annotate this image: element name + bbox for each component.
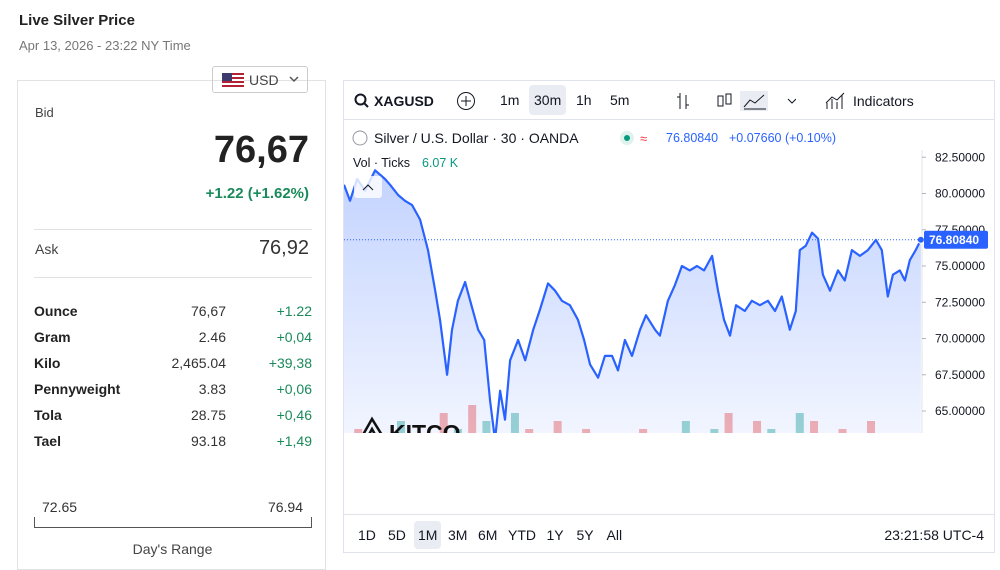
- unit-row: Gram 2.46 +0,04: [34, 329, 312, 347]
- y-tick-label: 82.50000: [935, 150, 985, 164]
- unit-row: Pennyweight 3.83 +0,06: [34, 381, 312, 399]
- chevron: [289, 76, 299, 83]
- divider: [34, 229, 312, 230]
- unit-name: Gram: [34, 329, 71, 345]
- unit-price: 3.83: [198, 381, 226, 397]
- chart-type-buttons[interactable]: [676, 91, 796, 111]
- unit-name: Tola: [34, 407, 62, 423]
- clock: 23:21:58 UTC-4: [884, 527, 984, 543]
- y-tick-label: 70.00000: [935, 332, 985, 346]
- divider: [34, 277, 312, 278]
- legend-last: 76.80840: [666, 131, 718, 145]
- price-panel: Bid 76,67 +1.22 (+1.62%) Ask 76,92 Ounce…: [17, 80, 326, 570]
- range-bar: [34, 517, 312, 528]
- indicators-button[interactable]: Indicators: [853, 93, 914, 109]
- symbol[interactable]: XAGUSD: [374, 93, 434, 109]
- range-button[interactable]: 5Y: [576, 527, 594, 543]
- unit-price: 2.46: [198, 329, 226, 345]
- bid-change: +1.22 (+1.62%): [205, 185, 309, 202]
- kitco-logo: [362, 416, 383, 433]
- range-button[interactable]: YTD: [508, 527, 536, 543]
- bid-label: Bid: [35, 105, 54, 120]
- unit-change: +0,04: [276, 329, 312, 345]
- currency: USD: [249, 72, 279, 88]
- interval-button[interactable]: 30m: [529, 85, 567, 115]
- search-icon: [354, 93, 369, 108]
- compare-button[interactable]: [456, 91, 476, 111]
- unit-price: 2,465.04: [171, 355, 227, 371]
- indicators-icon: [825, 92, 845, 109]
- vol-value: 6.07 K: [422, 156, 459, 170]
- ask-label: Ask: [35, 241, 59, 257]
- collapse-button[interactable]: [354, 176, 382, 198]
- approx-icon: ≈: [640, 131, 647, 146]
- unit-change: +0,46: [276, 407, 312, 423]
- page-title: Live Silver Price: [19, 12, 135, 29]
- flag: [222, 73, 244, 87]
- interval-button[interactable]: 1m: [500, 92, 520, 108]
- range-button[interactable]: 5D: [388, 527, 406, 543]
- y-tick-label: 65.00000: [935, 404, 985, 418]
- ask-price: 76,92: [258, 237, 309, 259]
- unit-name: Tael: [34, 433, 61, 449]
- price-line: [344, 169, 922, 433]
- unit-change: +1.22: [276, 303, 312, 319]
- range-low: 72.65: [42, 499, 78, 515]
- interval-button[interactable]: 5m: [610, 92, 630, 108]
- y-tick-label: 75.00000: [935, 259, 985, 273]
- chart: 62.5000065.0000067.5000070.0000072.50000…: [344, 130, 988, 433]
- vol-label: Vol · Ticks: [353, 156, 410, 170]
- symbol-icon: [352, 130, 368, 146]
- unit-change: +0,06: [276, 381, 312, 397]
- collapse-icon: [362, 184, 374, 191]
- timestamp: Apr 13, 2026 - 23:22 NY Time: [19, 38, 191, 53]
- range-button[interactable]: 1M: [414, 521, 442, 549]
- range-label: Day's Range: [132, 541, 213, 557]
- unit-name: Kilo: [34, 355, 61, 371]
- unit-price: 93.18: [190, 433, 226, 449]
- chart-widget: XAGUSD 1m 30m 1h 5m Indicators 1D 5D 1M 3M 6M YT…: [343, 80, 995, 553]
- unit-name: Ounce: [34, 303, 78, 319]
- legend-change: +0.07660 (+0.10%): [729, 131, 836, 145]
- currency-select[interactable]: USD: [212, 66, 308, 93]
- watermark: KITCO: [389, 420, 461, 433]
- range-button[interactable]: 1Y: [546, 527, 564, 543]
- range-button[interactable]: 1D: [358, 527, 376, 543]
- legend-name: Silver / U.S. Dollar · 30 · OANDA: [374, 130, 579, 146]
- footer-divider: [344, 514, 994, 515]
- unit-row: Ounce 76,67 +1.22: [34, 303, 312, 321]
- y-tick-label: 80.00000: [935, 187, 985, 201]
- price-area: [344, 170, 921, 433]
- toolbar-divider: [344, 119, 994, 120]
- last-price-label: 76.80840: [929, 233, 979, 247]
- bid-price: 76,67: [213, 129, 309, 171]
- unit-price: 28.75: [190, 407, 226, 423]
- unit-change: +1,49: [276, 433, 312, 449]
- last-price-tag: [924, 230, 988, 249]
- range-button[interactable]: 3M: [448, 527, 468, 543]
- unit-name: Pennyweight: [34, 381, 121, 397]
- y-tick-label: 67.50000: [935, 368, 985, 382]
- range-high: 76.94: [267, 499, 303, 515]
- unit-row: Tola 28.75 +0,46: [34, 407, 312, 425]
- unit-row: Kilo 2,465.04 +39,38: [34, 355, 312, 373]
- range-button[interactable]: All: [606, 527, 623, 543]
- interval-button[interactable]: 1h: [576, 92, 592, 108]
- status-dot: [624, 135, 630, 141]
- y-tick-label: 72.50000: [935, 295, 985, 309]
- unit-row: Tael 93.18 +1,49: [34, 433, 312, 451]
- unit-price: 76,67: [190, 303, 226, 319]
- unit-change: +39,38: [268, 355, 312, 371]
- range-button[interactable]: 6M: [478, 527, 498, 543]
